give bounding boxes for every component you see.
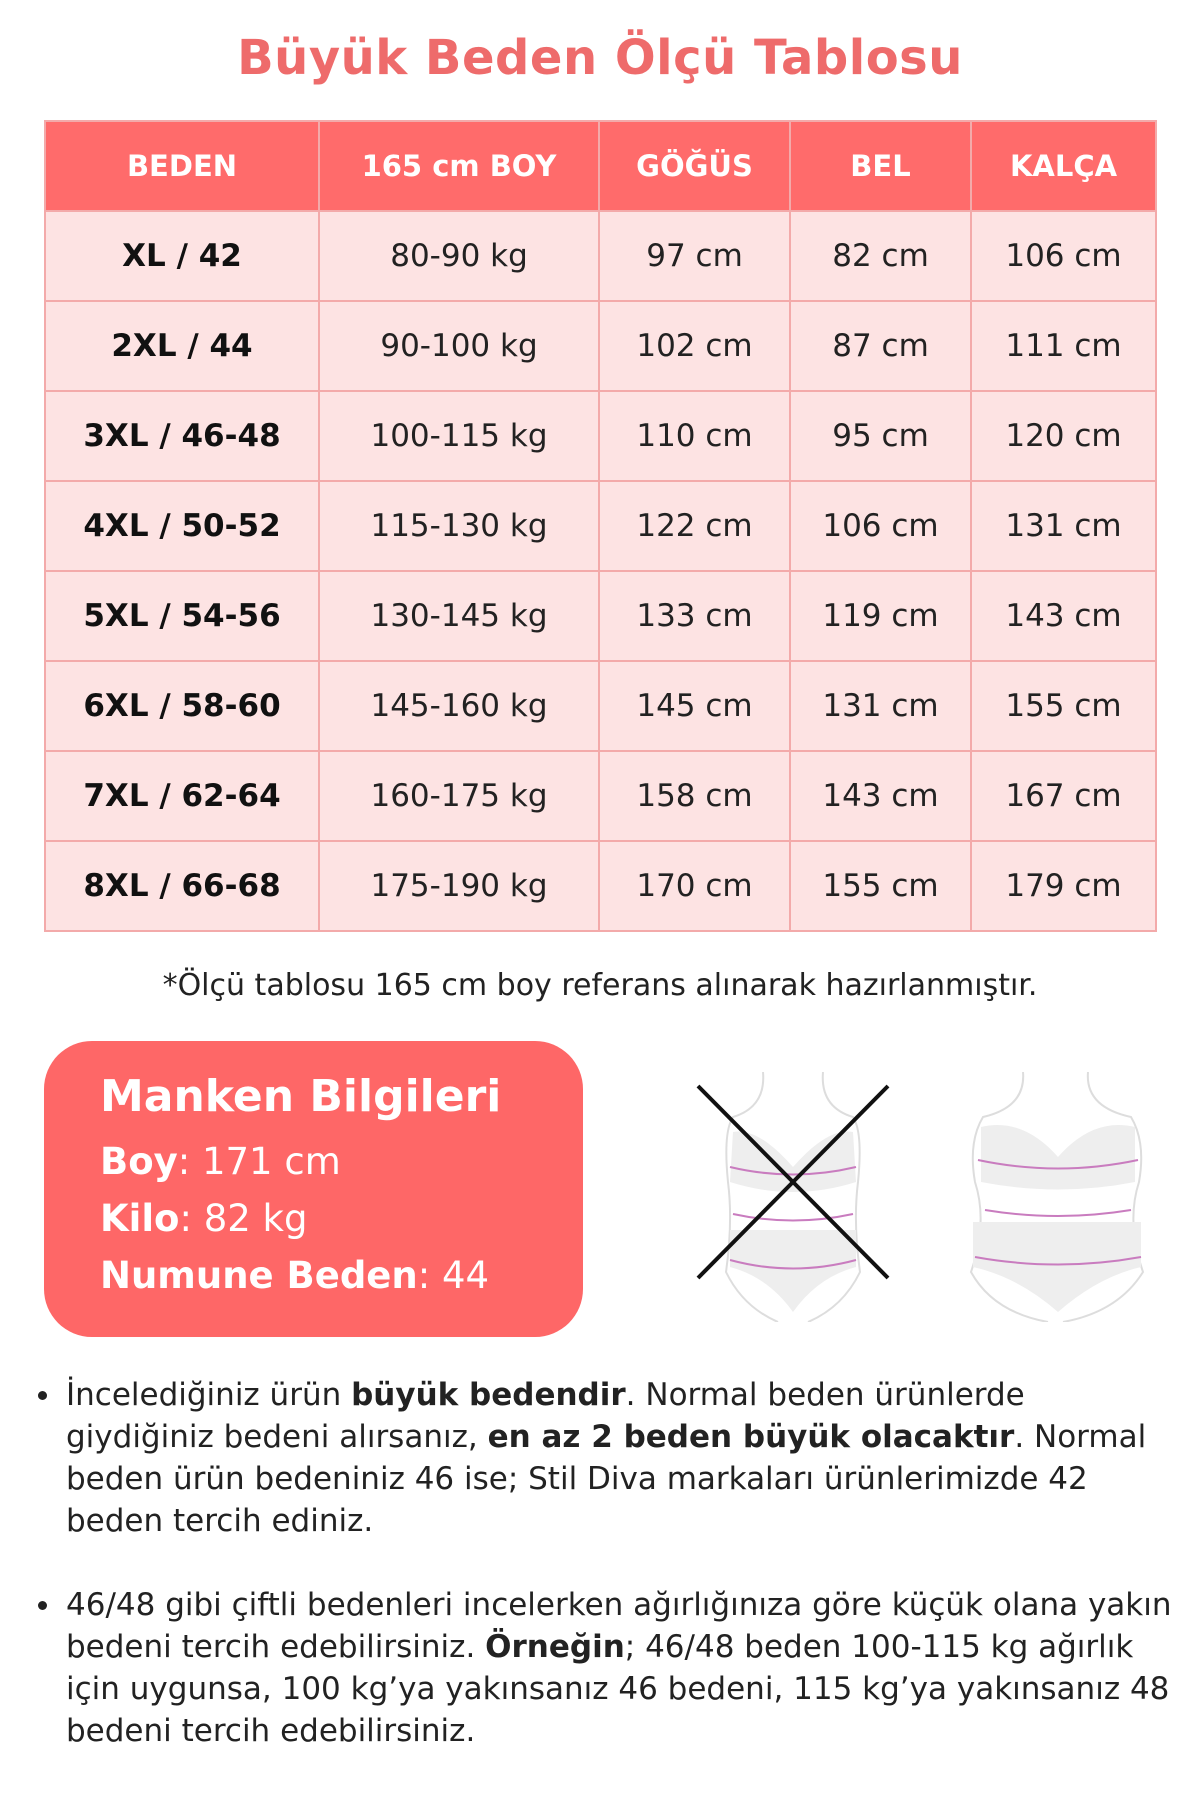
size-cell: 3XL / 46-48 — [44, 390, 320, 482]
bullet-text: 46/48 gibi çiftli bedenleri incelerken a… — [66, 1587, 1172, 1665]
table-row: 6XL / 58-60 145-160 kg 145 cm 131 cm 155 cm — [44, 660, 1157, 752]
table-cell: 106 cm — [789, 480, 972, 572]
sample-size-label: Numune Beden — [100, 1254, 418, 1297]
table-cell: 120 cm — [970, 390, 1157, 482]
size-table: BEDEN 165 cm BOY GÖĞÜS BEL KALÇA XL / 42 80-9… — [44, 120, 1157, 932]
table-row: XL / 42 80-90 kg 97 cm 82 cm 106 cm — [44, 210, 1157, 302]
table-cell: 131 cm — [970, 480, 1157, 572]
table-cell: 100-115 kg — [318, 390, 600, 482]
bullet-item: İncelediğiniz ürün büyük bedendir. Norma… — [34, 1374, 1174, 1542]
model-height: Boy: 171 cm — [100, 1140, 583, 1183]
table-cell: 179 cm — [970, 840, 1157, 932]
table-cell: 175-190 kg — [318, 840, 600, 932]
table-cell: 110 cm — [598, 390, 791, 482]
bullet-text: ; 46/48 beden 100-115 kg ağırlık için uy… — [66, 1629, 1170, 1749]
table-cell: 160-175 kg — [318, 750, 600, 842]
size-cell: 4XL / 50-52 — [44, 480, 320, 572]
table-row: 2XL / 44 90-100 kg 102 cm 87 cm 111 cm — [44, 300, 1157, 392]
column-header: GÖĞÜS — [598, 120, 791, 212]
table-cell: 97 cm — [598, 210, 791, 302]
column-header: BEDEN — [44, 120, 320, 212]
table-cell: 145-160 kg — [318, 660, 600, 752]
table-cell: 95 cm — [789, 390, 972, 482]
weight-label: Kilo — [100, 1197, 180, 1240]
bullet-text: İncelediğiniz ürün — [66, 1377, 352, 1413]
table-cell: 80-90 kg — [318, 210, 600, 302]
model-info-title: Manken Bilgileri — [100, 1071, 502, 1122]
size-cell: 7XL / 62-64 — [44, 750, 320, 842]
table-row: 7XL / 62-64 160-175 kg 158 cm 143 cm 167 cm — [44, 750, 1157, 842]
bullet-text: . Normal beden ürünlerde giydiğiniz bede… — [66, 1377, 1025, 1455]
table-cell: 143 cm — [970, 570, 1157, 662]
table-cell: 167 cm — [970, 750, 1157, 842]
correct-body-figure-icon — [969, 1072, 1145, 1322]
table-footnote: *Ölçü tablosu 165 cm boy referans alınar… — [162, 968, 1038, 1003]
table-cell: 82 cm — [789, 210, 972, 302]
table-cell: 119 cm — [789, 570, 972, 662]
bullet-text: . Normal beden ürün bedeniniz 46 ise; St… — [66, 1419, 1147, 1539]
table-cell: 131 cm — [789, 660, 972, 752]
model-sample-size: Numune Beden: 44 — [100, 1254, 583, 1297]
table-cell: 155 cm — [789, 840, 972, 932]
table-cell: 158 cm — [598, 750, 791, 842]
table-cell: 133 cm — [598, 570, 791, 662]
bullet-bold-text: Örneğin — [485, 1629, 625, 1665]
size-cell: 6XL / 58-60 — [44, 660, 320, 752]
table-cell: 111 cm — [970, 300, 1157, 392]
height-value: : 171 cm — [177, 1140, 341, 1183]
info-bullets: İncelediğiniz ürün büyük bedendir. Norma… — [34, 1374, 1174, 1794]
table-cell: 122 cm — [598, 480, 791, 572]
table-row: 8XL / 66-68 175-190 kg 170 cm 155 cm 179 cm — [44, 840, 1157, 932]
column-header: KALÇA — [970, 120, 1157, 212]
table-cell: 143 cm — [789, 750, 972, 842]
table-row: 4XL / 50-52 115-130 kg 122 cm 106 cm 131 cm — [44, 480, 1157, 572]
sample-size-value: : 44 — [417, 1254, 490, 1297]
wrong-body-figure-icon — [696, 1072, 890, 1322]
table-cell: 87 cm — [789, 300, 972, 392]
table-cell: 155 cm — [970, 660, 1157, 752]
size-cell: 8XL / 66-68 — [44, 840, 320, 932]
table-cell: 90-100 kg — [318, 300, 600, 392]
table-cell: 170 cm — [598, 840, 791, 932]
table-cell: 115-130 kg — [318, 480, 600, 572]
table-cell: 130-145 kg — [318, 570, 600, 662]
table-row: 3XL / 46-48 100-115 kg 110 cm 95 cm 120 cm — [44, 390, 1157, 482]
model-info-card: Manken Bilgileri Boy: 171 cm Kilo: 82 kg… — [44, 1041, 583, 1337]
size-cell: XL / 42 — [44, 210, 320, 302]
model-weight: Kilo: 82 kg — [100, 1197, 583, 1240]
bullet-bold-text: büyük bedendir — [351, 1377, 626, 1413]
table-header-row: BEDEN 165 cm BOY GÖĞÜS BEL KALÇA — [44, 120, 1157, 212]
weight-value: : 82 kg — [179, 1197, 308, 1240]
bullet-item: 46/48 gibi çiftli bedenleri incelerken a… — [34, 1584, 1174, 1752]
table-row: 5XL / 54-56 130-145 kg 133 cm 119 cm 143 cm — [44, 570, 1157, 662]
table-cell: 106 cm — [970, 210, 1157, 302]
size-cell: 5XL / 54-56 — [44, 570, 320, 662]
page-title: Büyük Beden Ölçü Tablosu — [237, 30, 963, 86]
column-header: 165 cm BOY — [318, 120, 600, 212]
table-cell: 145 cm — [598, 660, 791, 752]
column-header: BEL — [789, 120, 972, 212]
table-cell: 102 cm — [598, 300, 791, 392]
size-cell: 2XL / 44 — [44, 300, 320, 392]
height-label: Boy — [100, 1140, 178, 1183]
bullet-bold-text: en az 2 beden büyük olacaktır — [487, 1419, 1015, 1455]
